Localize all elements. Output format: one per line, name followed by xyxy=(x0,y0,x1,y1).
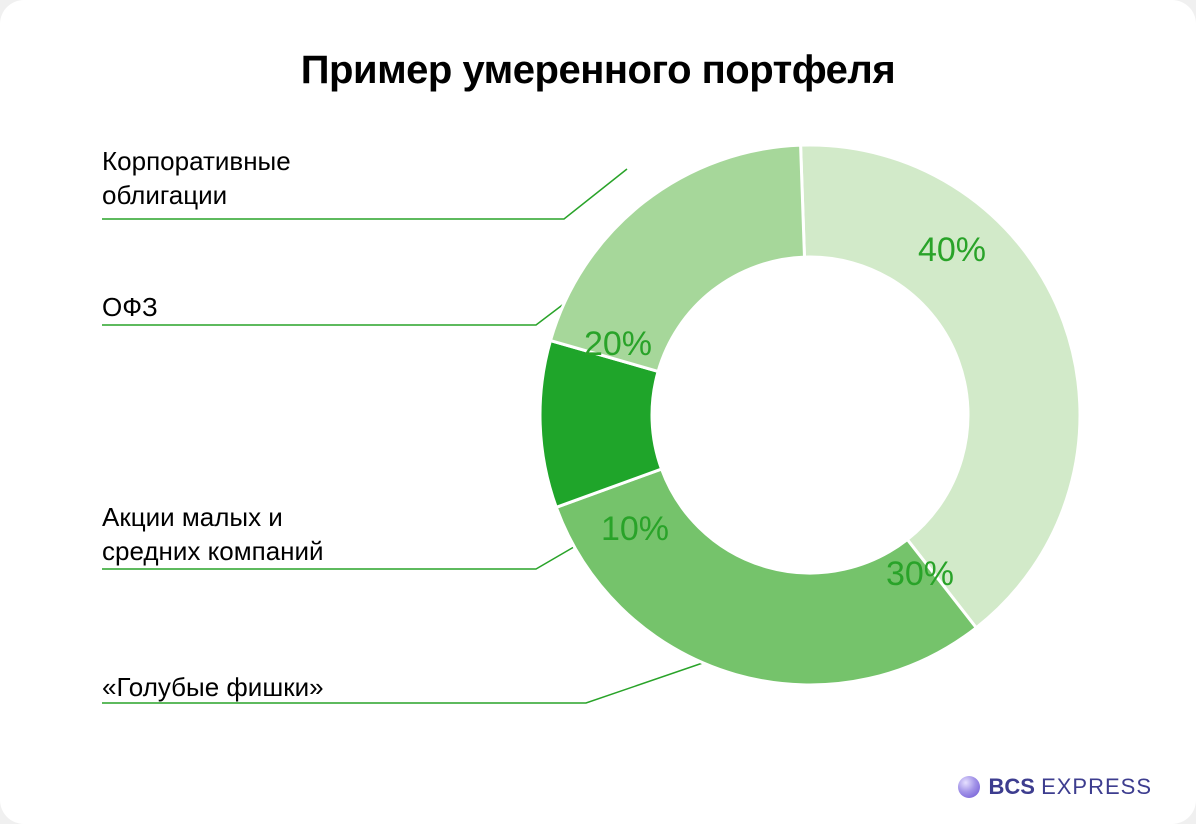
legend-line: Корпоративные xyxy=(102,146,291,176)
legend-line: средних компаний xyxy=(102,536,324,566)
legend-line: «Голубые фишки» xyxy=(102,672,324,702)
chart-title: Пример умеренного портфеля xyxy=(56,48,1140,93)
legend-line: облигации xyxy=(102,180,227,210)
legend-ofz: ОФЗ xyxy=(102,291,158,325)
donut-chart: 40% 30% 10% 20% xyxy=(520,125,1100,705)
legend-small-mid: Акции малых и средних компаний xyxy=(102,501,324,569)
legend-line: Акции малых и xyxy=(102,502,283,532)
brand-logo-icon xyxy=(958,776,980,798)
pct-label: 30% xyxy=(886,555,954,593)
brand-text-bold: BCS xyxy=(988,774,1034,799)
chart-content: Корпоративные облигации ОФЗ Акции малых … xyxy=(56,125,1140,725)
brand-text-light: EXPRESS xyxy=(1041,774,1152,799)
pct-label: 10% xyxy=(601,510,669,548)
legend-line: ОФЗ xyxy=(102,292,158,322)
chart-card: Пример умеренного портфеля Корпоративные… xyxy=(0,0,1196,824)
legend-corp-bonds: Корпоративные облигации xyxy=(102,145,291,213)
legend-blue-chips: «Голубые фишки» xyxy=(102,671,324,705)
pct-label: 40% xyxy=(918,231,986,269)
brand-logo: BCS EXPRESS xyxy=(958,774,1152,800)
pct-label: 20% xyxy=(584,325,652,363)
